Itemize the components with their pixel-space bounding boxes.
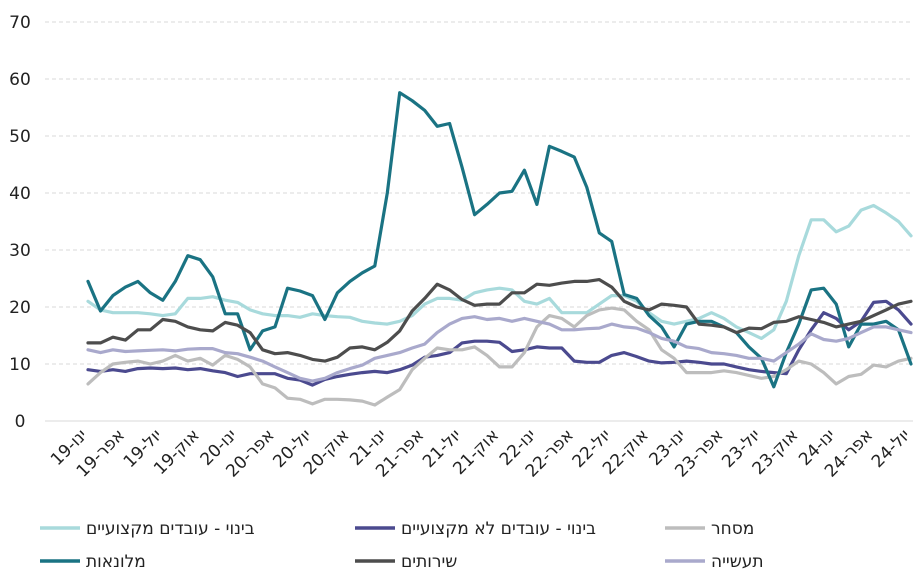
y-tick-label: 70	[9, 13, 31, 33]
legend-label: מלונאות	[86, 552, 146, 572]
legend-label: בינוי - עובדים מקצועיים	[86, 519, 255, 539]
y-tick-label: 0	[15, 412, 26, 432]
series-line	[86, 278, 913, 363]
x-tick-label: יול-24	[868, 425, 913, 472]
series-line	[86, 203, 913, 340]
y-tick-label: 10	[9, 355, 31, 375]
y-tick-label: 20	[9, 298, 31, 318]
y-tick-label: 40	[9, 184, 31, 204]
legend-label: תעשייה	[711, 552, 764, 572]
series-line	[86, 299, 913, 387]
y-tick-label: 60	[9, 70, 31, 90]
y-tick-label: 30	[9, 241, 31, 261]
series-line	[86, 315, 913, 383]
legend-label: בינוי - עובדים לא מקצועיים	[401, 519, 596, 539]
y-tick-label: 50	[9, 127, 31, 147]
series-line	[86, 306, 913, 407]
legend-label: מסחר	[711, 519, 754, 539]
legend-label: שירותים	[401, 552, 457, 572]
series-line	[86, 91, 913, 389]
